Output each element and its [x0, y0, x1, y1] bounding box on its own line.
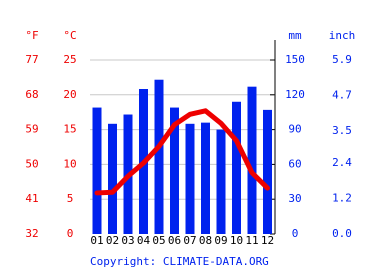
f-tick-label: 59	[25, 123, 38, 136]
bar	[263, 109, 272, 234]
bar	[92, 107, 102, 234]
c-tick-label: 20	[63, 88, 76, 101]
c-tick-label: 0	[67, 227, 74, 240]
x-tick-label: 03	[121, 234, 134, 247]
inch-tick-label: 0.0	[332, 227, 352, 240]
f-tick-label: 50	[25, 157, 38, 170]
x-tick-label: 06	[168, 234, 181, 247]
f-unit-label: °F	[25, 29, 38, 42]
x-tick-label: 09	[214, 234, 227, 247]
inch-unit-label: inch	[329, 29, 356, 42]
bar	[154, 79, 164, 234]
inch-tick-label: 1.2	[332, 192, 352, 205]
mm-tick-label: 30	[288, 192, 301, 205]
mm-unit-label: mm	[288, 29, 302, 42]
f-tick-label: 41	[25, 192, 38, 205]
x-tick-label: 07	[183, 234, 196, 247]
x-tick-label: 05	[152, 234, 165, 247]
f-tick-label: 68	[25, 88, 38, 101]
inch-tick-label: 4.7	[332, 88, 352, 101]
x-tick-label: 04	[137, 234, 151, 247]
bar	[201, 122, 210, 234]
bar	[170, 107, 179, 234]
source-credit: Copyright: CLIMATE-DATA.ORG	[90, 255, 269, 268]
temperature-line	[94, 108, 270, 196]
x-tick-label: 11	[245, 234, 258, 247]
x-tick-label: 08	[199, 234, 212, 247]
x-tick-label: 01	[90, 234, 103, 247]
c-tick-label: 25	[63, 53, 76, 66]
bar	[247, 86, 257, 235]
inch-tick-label: 3.5	[332, 124, 352, 137]
c-tick-label: 15	[63, 123, 76, 136]
mm-tick-label: 150	[285, 53, 305, 66]
c-unit-label: °C	[63, 29, 76, 42]
bar	[108, 123, 117, 234]
c-tick-label: 10	[63, 157, 76, 170]
inch-tick-label: 2.4	[332, 156, 352, 169]
mm-tick-label: 0	[292, 227, 299, 240]
x-tick-label: 10	[230, 234, 243, 247]
x-tick-label: 12	[261, 234, 274, 247]
bar	[185, 123, 195, 234]
bar	[216, 129, 226, 234]
f-tick-label: 32	[25, 227, 38, 240]
f-tick-label: 77	[25, 53, 38, 66]
mm-tick-label: 90	[288, 123, 301, 136]
bar	[232, 101, 241, 234]
c-tick-label: 5	[67, 192, 74, 205]
inch-tick-label: 5.9	[332, 53, 352, 66]
x-tick-label: 02	[106, 234, 119, 247]
mm-tick-label: 120	[285, 88, 305, 101]
mm-tick-label: 60	[288, 157, 301, 170]
